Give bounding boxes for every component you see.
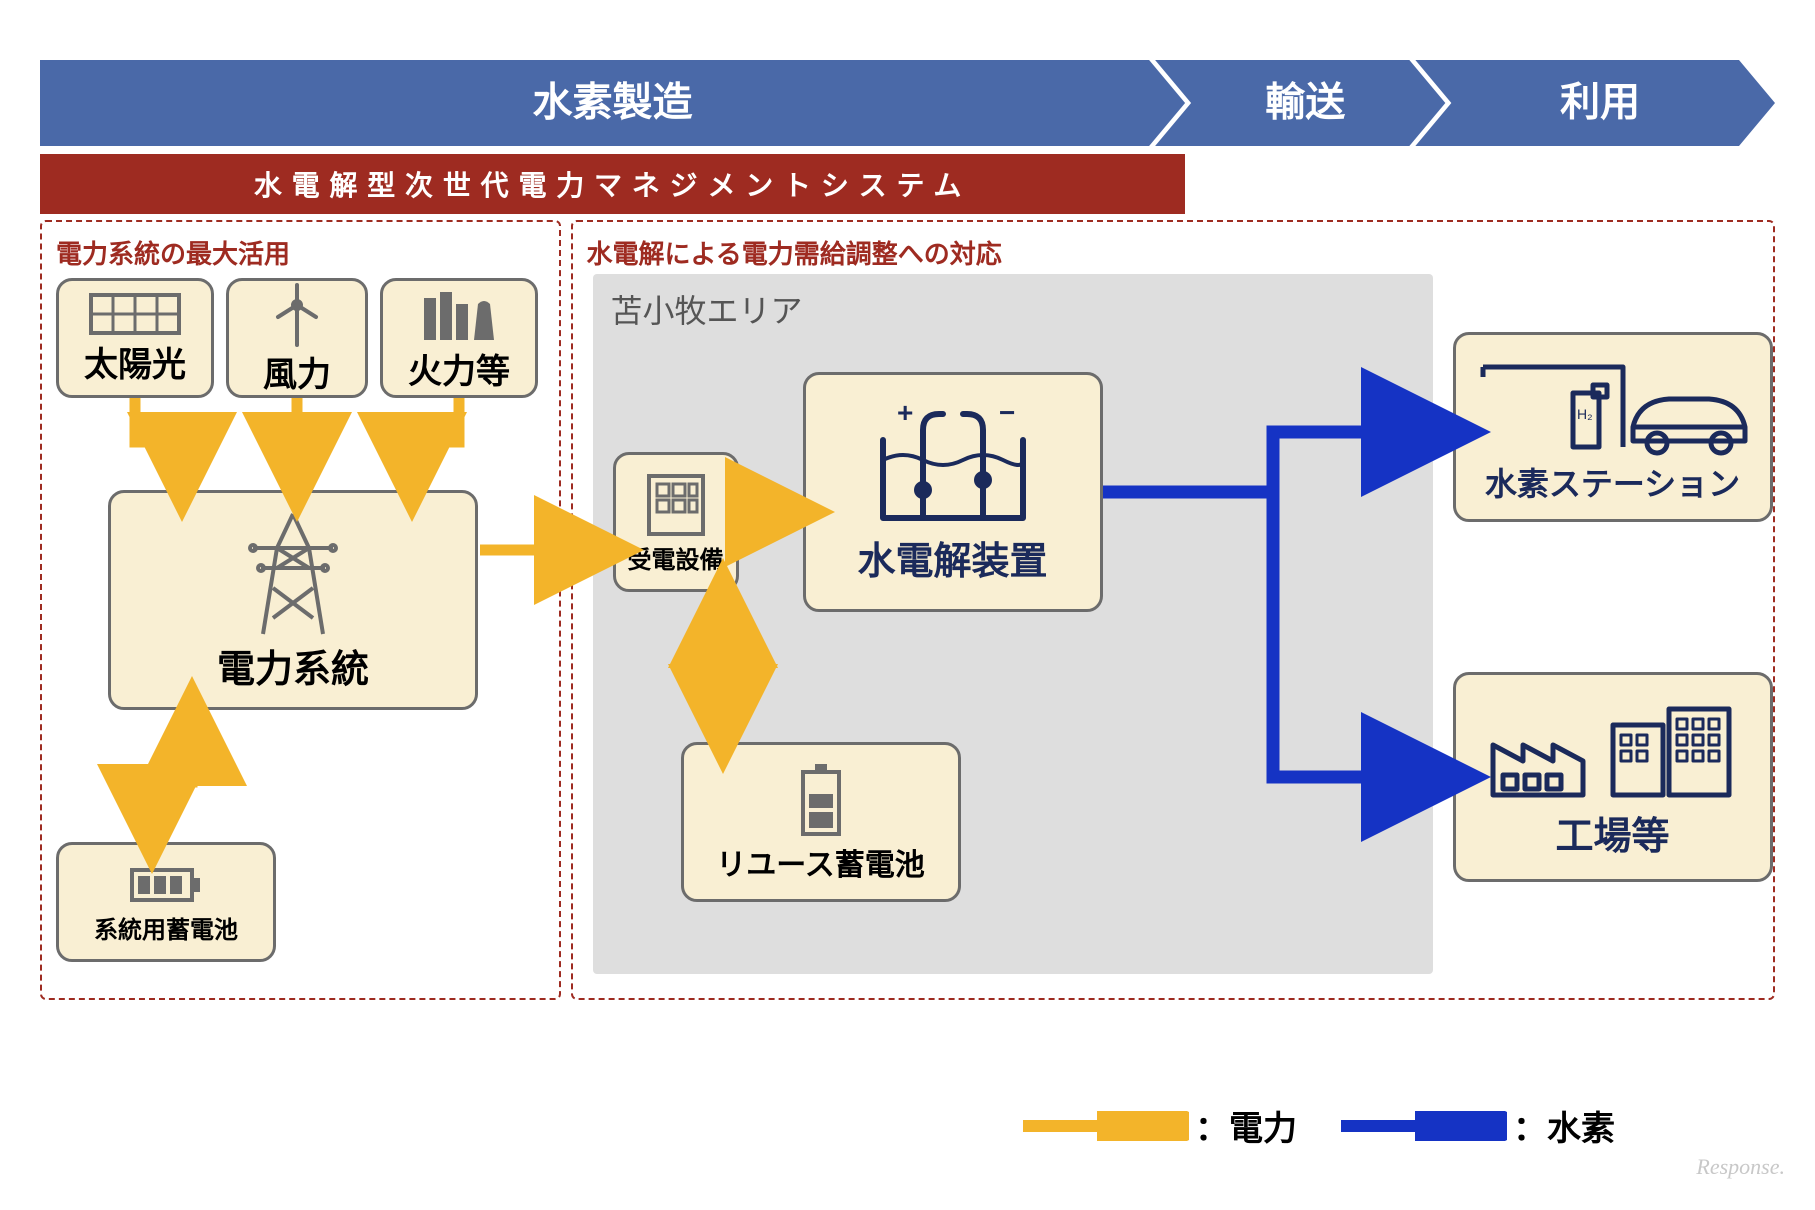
node-receiving-equipment: 受電設備 xyxy=(613,452,739,592)
solar-panel-icon xyxy=(87,291,183,337)
svg-text:H₂: H₂ xyxy=(1577,406,1593,422)
transmission-tower-icon xyxy=(233,508,353,638)
node-thermal: 火力等 xyxy=(380,278,538,398)
battery-vertical-icon xyxy=(793,760,849,840)
node-wind: 風力 xyxy=(226,278,368,398)
svg-text:水素製造: 水素製造 xyxy=(533,81,693,125)
legend-hydrogen-label: ：水素 xyxy=(1513,1101,1615,1150)
node-reuse-battery: リユース蓄電池 xyxy=(681,742,961,902)
area-title: 苫小牧エリア xyxy=(611,286,803,332)
electrolyzer-icon: + − xyxy=(853,400,1053,530)
node-hydrogen-station: H₂ 水素ステーション xyxy=(1453,332,1773,522)
node-grid-label: 電力系統 xyxy=(217,638,369,693)
node-factory-label: 工場等 xyxy=(1555,805,1669,860)
node-h2-station-label: 水素ステーション xyxy=(1485,459,1740,505)
svg-text:輸送: 輸送 xyxy=(1265,81,1345,125)
legend-hydrogen: ：水素 xyxy=(1337,1101,1615,1150)
legend-power-label: ：電力 xyxy=(1195,1101,1297,1150)
header-arrows-svg: 水素製造 輸送 利用 xyxy=(40,60,1775,146)
watermark: Response. xyxy=(1696,1154,1785,1180)
panel-right-title: 水電解による電力需給調整への対応 xyxy=(587,234,1760,271)
legend-power: ：電力 xyxy=(1019,1101,1297,1150)
node-solar-label: 太陽光 xyxy=(84,337,186,386)
thermal-plant-icon xyxy=(414,284,504,344)
wind-turbine-icon xyxy=(262,281,332,347)
receiving-panel-icon xyxy=(643,470,709,540)
h2-station-car-icon: H₂ xyxy=(1473,349,1753,459)
panel-left-title: 電力系統の最大活用 xyxy=(56,234,545,271)
legend: ：電力 ：水素 xyxy=(1019,1101,1615,1150)
node-electrolyzer-label: 水電解装置 xyxy=(857,530,1047,585)
node-reuse-batt-label: リユース蓄電池 xyxy=(716,840,925,884)
panel-electrolysis-adjustment: 水電解による電力需給調整への対応 苫小牧エリア 受電設備 xyxy=(571,220,1776,1000)
panels-row: 電力系統の最大活用 太陽光 xyxy=(40,220,1775,1000)
node-wind-label: 風力 xyxy=(263,347,331,396)
node-solar: 太陽光 xyxy=(56,278,214,398)
svg-text:+: + xyxy=(897,400,913,428)
svg-text:−: − xyxy=(999,400,1015,428)
system-title: 水電解型次世代電力マネジメントシステム xyxy=(254,164,971,204)
node-receiving-label: 受電設備 xyxy=(628,540,724,575)
panel-grid-utilization: 電力系統の最大活用 太陽光 xyxy=(40,220,561,1000)
factory-buildings-icon xyxy=(1483,695,1743,805)
node-thermal-label: 火力等 xyxy=(408,344,510,393)
node-power-grid: 電力系統 xyxy=(108,490,478,710)
node-grid-batt-label: 系統用蓄電池 xyxy=(94,910,238,945)
node-grid-battery: 系統用蓄電池 xyxy=(56,842,276,962)
node-electrolyzer: + − 水電解装置 xyxy=(803,372,1103,612)
node-factory: 工場等 xyxy=(1453,672,1773,882)
svg-text:利用: 利用 xyxy=(1560,81,1640,125)
battery-icon xyxy=(126,860,206,910)
header-stages: 水素製造 輸送 利用 xyxy=(40,60,1775,146)
system-title-bar: 水電解型次世代電力マネジメントシステム xyxy=(40,154,1185,214)
